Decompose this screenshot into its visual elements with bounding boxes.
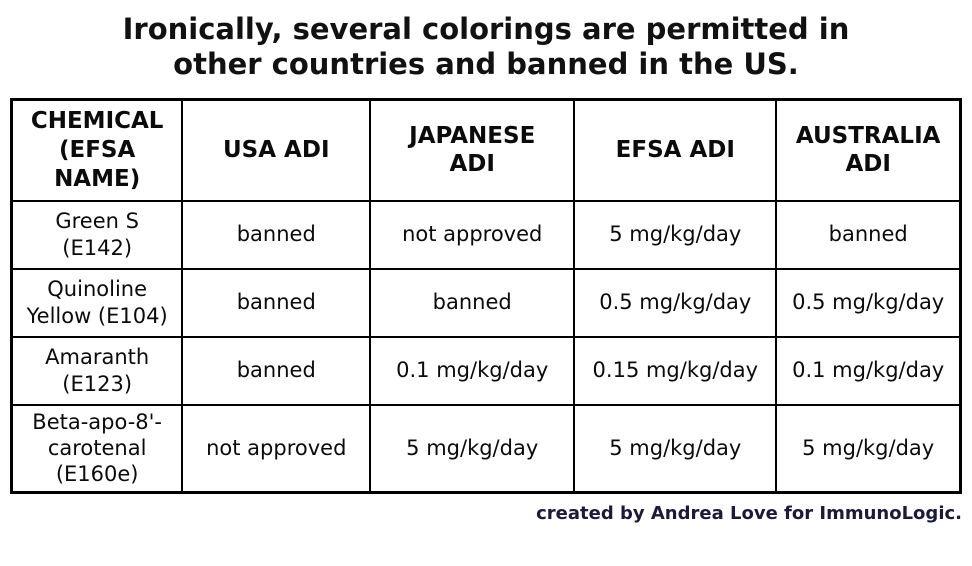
cell-australia-adi: 5 mg/kg/day xyxy=(775,403,962,494)
cell-australia-adi: 0.5 mg/kg/day xyxy=(775,267,962,338)
cell-efsa-adi: 0.5 mg/kg/day xyxy=(573,267,778,338)
credit-line: created by Andrea Love for ImmunoLogic. xyxy=(536,503,962,524)
cell-usa-adi: not approved xyxy=(181,403,372,494)
column-header-australia-adi: AUSTRALIA ADI xyxy=(775,98,962,202)
cell-usa-adi: banned xyxy=(181,267,372,338)
table-row-amaranth: Amaranth (E123) banned 0.1 mg/kg/day 0.1… xyxy=(10,335,962,406)
table-row-beta-apo-carotenal: Beta-apo-8'- carotenal (E160e) not appro… xyxy=(10,403,962,494)
column-header-usa-adi: USA ADI xyxy=(181,98,372,202)
column-header-japanese-adi: JAPANESE ADI xyxy=(369,98,576,202)
cell-japanese-adi: 5 mg/kg/day xyxy=(369,403,576,494)
column-header-chemical: CHEMICAL (EFSA NAME) xyxy=(10,98,184,202)
adi-comparison-table: CHEMICAL (EFSA NAME) USA ADI JAPANESE AD… xyxy=(10,98,962,494)
cell-chemical: Beta-apo-8'- carotenal (E160e) xyxy=(10,403,184,494)
cell-chemical: Quinoline Yellow (E104) xyxy=(10,267,184,338)
cell-efsa-adi: 5 mg/kg/day xyxy=(573,199,778,270)
table-row-quinoline-yellow: Quinoline Yellow (E104) banned banned 0.… xyxy=(10,267,962,338)
cell-usa-adi: banned xyxy=(181,335,372,406)
column-header-efsa-adi: EFSA ADI xyxy=(573,98,778,202)
cell-japanese-adi: banned xyxy=(369,267,576,338)
cell-japanese-adi: 0.1 mg/kg/day xyxy=(369,335,576,406)
table-row-green-s: Green S (E142) banned not approved 5 mg/… xyxy=(10,199,962,270)
cell-efsa-adi: 0.15 mg/kg/day xyxy=(573,335,778,406)
cell-usa-adi: banned xyxy=(181,199,372,270)
cell-chemical: Green S (E142) xyxy=(10,199,184,270)
page-title-line-2: other countries and banned in the US. xyxy=(173,47,799,81)
page-title: Ironically, several colorings are permit… xyxy=(0,0,972,82)
cell-chemical: Amaranth (E123) xyxy=(10,335,184,406)
page-title-line-1: Ironically, several colorings are permit… xyxy=(122,12,850,46)
table-header-row: CHEMICAL (EFSA NAME) USA ADI JAPANESE AD… xyxy=(10,98,962,202)
cell-australia-adi: 0.1 mg/kg/day xyxy=(775,335,962,406)
cell-efsa-adi: 5 mg/kg/day xyxy=(573,403,778,494)
cell-australia-adi: banned xyxy=(775,199,962,270)
cell-japanese-adi: not approved xyxy=(369,199,576,270)
